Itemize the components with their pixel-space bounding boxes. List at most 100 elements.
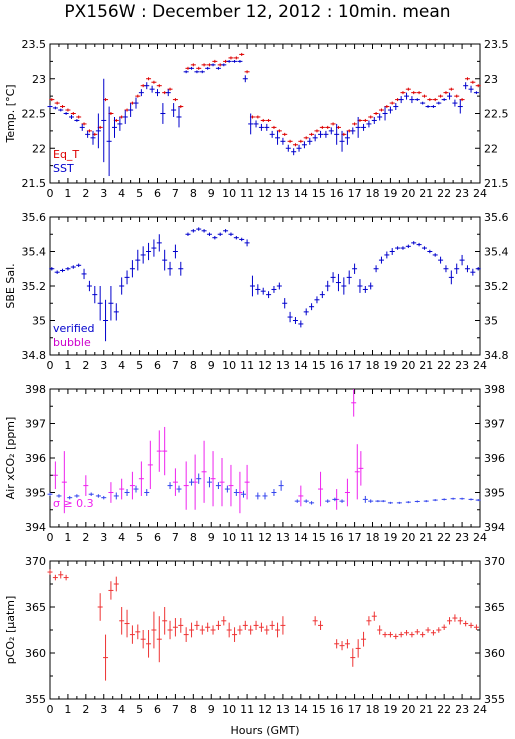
panel-sal: 0 1 2 3 4 5 6 7 8 9 10 11 12 13 14 15 16 17 18 19 20 21 22 23 24… (4, 211, 509, 372)
y-tick-label: 35 (32, 315, 46, 328)
y-tick-label-right: 355 (484, 693, 505, 706)
y-tick-label: 365 (25, 601, 46, 614)
x-tick-label: 24 (473, 703, 487, 716)
x-tick-label: 17 (348, 187, 362, 200)
plot-frame (49, 388, 481, 528)
x-tick-label: 24 (473, 359, 487, 372)
x-tick-label: 6 (154, 359, 161, 372)
x-tick-label: 4 (118, 359, 125, 372)
x-tick-label: 3 (100, 531, 107, 544)
x-tick-label: 0 (47, 359, 54, 372)
y-tick-label-right: 397 (484, 418, 505, 431)
x-tick-label: 13 (276, 531, 290, 544)
x-tick-label: 1 (64, 359, 71, 372)
y-tick-label-right: 394 (484, 521, 505, 534)
x-tick-label: 5 (136, 703, 143, 716)
x-tick-label: 11 (240, 703, 254, 716)
y-tick-label-right: 360 (484, 647, 505, 660)
x-tick-label: 22 (437, 359, 451, 372)
x-tick-label: 19 (383, 187, 397, 200)
x-tick-label: 1 (64, 703, 71, 716)
x-tick-label: 20 (401, 531, 415, 544)
x-tick-label: 18 (366, 187, 380, 200)
x-tick-label: 16 (330, 187, 344, 200)
x-tick-label: 5 (136, 187, 143, 200)
x-tick-label: 6 (154, 531, 161, 544)
x-tick-label: 11 (240, 531, 254, 544)
y-tick-label: 394 (25, 521, 46, 534)
x-tick-label: 13 (276, 359, 290, 372)
legend-entry: bubble (53, 336, 91, 349)
y-tick-label: 395 (25, 487, 46, 500)
y-tick-label: 35.4 (22, 246, 47, 259)
x-tick-label: 22 (437, 703, 451, 716)
y-tick-label: 396 (25, 452, 46, 465)
x-tick-label: 5 (136, 531, 143, 544)
y-tick-label: 23 (32, 73, 46, 86)
y-axis-label: pCO₂ [µatm] (4, 596, 17, 665)
y-tick-label-right: 22 (484, 142, 498, 155)
x-tick-label: 11 (240, 359, 254, 372)
x-tick-label: 17 (348, 703, 362, 716)
x-tick-label: 10 (222, 187, 236, 200)
x-tick-label: 23 (455, 187, 469, 200)
x-tick-label: 3 (100, 703, 107, 716)
x-tick-label: 23 (455, 703, 469, 716)
y-tick-label-right: 395 (484, 487, 505, 500)
x-tick-label: 18 (366, 703, 380, 716)
x-tick-label: 8 (190, 187, 197, 200)
x-tick-label: 8 (190, 703, 197, 716)
x-tick-label: 0 (47, 531, 54, 544)
y-tick-label: 22 (32, 142, 46, 155)
x-tick-label: 3 (100, 359, 107, 372)
x-tick-label: 8 (190, 359, 197, 372)
x-tick-label: 1 (64, 531, 71, 544)
panel-pco2: 0 1 2 3 4 5 6 7 8 9 10 11 12 13 14 15 16 17 18 19 20 21 22 23 24… (4, 555, 505, 716)
x-tick-label: 21 (419, 359, 433, 372)
plot-frame (49, 43, 481, 184)
x-tick-label: 20 (401, 359, 415, 372)
x-tick-label: 15 (312, 359, 326, 372)
x-tick-label: 11 (240, 187, 254, 200)
page-title: PX156W : December 12, 2012 : 10min. mean (64, 2, 451, 22)
x-axis-label: Hours (GMT) (230, 724, 299, 737)
x-tick-label: 21 (419, 187, 433, 200)
x-tick-label: 12 (258, 359, 272, 372)
legend-entry: verified (53, 322, 95, 335)
x-tick-label: 14 (294, 359, 308, 372)
x-tick-label: 18 (366, 359, 380, 372)
x-tick-label: 14 (294, 703, 308, 716)
x-tick-label: 15 (312, 703, 326, 716)
x-tick-label: 10 (222, 531, 236, 544)
x-tick-label: 17 (348, 531, 362, 544)
x-tick-label: 14 (294, 187, 308, 200)
x-tick-label: 23 (455, 359, 469, 372)
x-tick-label: 5 (136, 359, 143, 372)
x-tick-label: 13 (276, 703, 290, 716)
plot-frame (49, 216, 481, 356)
x-tick-label: 4 (118, 703, 125, 716)
x-tick-label: 0 (47, 187, 54, 200)
x-tick-label: 21 (419, 531, 433, 544)
x-tick-label: 9 (208, 531, 215, 544)
x-tick-label: 6 (154, 187, 161, 200)
y-tick-label-right: 23.5 (484, 38, 509, 51)
y-axis-label: SBE Sal. (4, 263, 17, 308)
y-tick-label-right: 35 (484, 315, 498, 328)
series-temp-1 (47, 59, 479, 177)
x-tick-label: 19 (383, 703, 397, 716)
y-tick-label: 22.5 (22, 108, 47, 121)
x-tick-label: 9 (208, 187, 215, 200)
y-tick-label-right: 22.5 (484, 108, 509, 121)
x-tick-label: 12 (258, 187, 272, 200)
series-xco2-0 (52, 389, 364, 514)
x-tick-label: 4 (118, 187, 125, 200)
legend-entry: Eq_T (53, 148, 79, 161)
panel-xco2: 0 1 2 3 4 5 6 7 8 9 10 11 12 13 14 15 16 17 18 19 20 21 22 23 24… (4, 383, 505, 544)
x-tick-label: 19 (383, 531, 397, 544)
x-tick-label: 13 (276, 187, 290, 200)
y-tick-label-right: 35.6 (484, 211, 509, 224)
y-tick-label: 35.6 (22, 211, 47, 224)
y-axis-label: Temp. [°C] (4, 84, 17, 143)
